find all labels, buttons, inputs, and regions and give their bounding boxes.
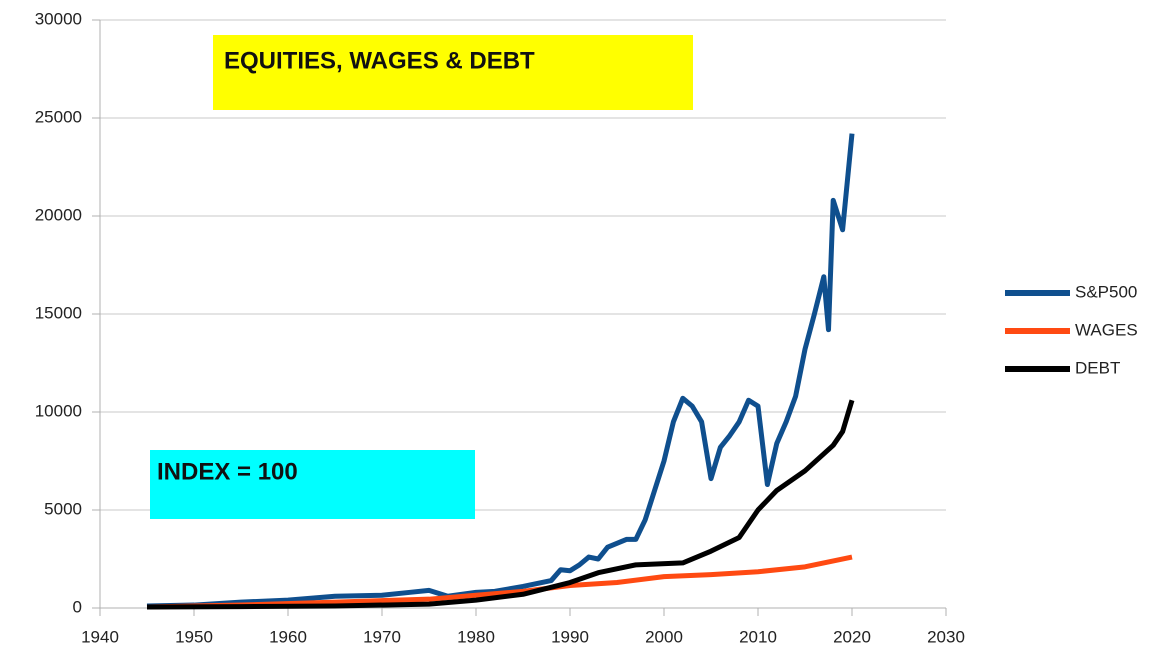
x-tick-label: 1970 [363, 627, 401, 646]
x-tick-label: 2010 [739, 627, 777, 646]
x-tick-label: 1940 [81, 627, 119, 646]
y-tick-label: 10000 [35, 401, 82, 420]
series-line [146, 554, 853, 610]
annotation: INDEX = 100 [157, 458, 298, 485]
x-tick-label: 1960 [269, 627, 307, 646]
x-tick-label: 1990 [551, 627, 589, 646]
y-tick-label: 30000 [35, 9, 82, 28]
x-tick-label: 2020 [833, 627, 871, 646]
y-tick-label: 15000 [35, 303, 82, 322]
x-tick-label: 2000 [645, 627, 683, 646]
x-tick-label: 1950 [175, 627, 213, 646]
title-box [213, 35, 693, 110]
x-tick-label: 1980 [457, 627, 495, 646]
y-tick-label: 20000 [35, 205, 82, 224]
series-line [146, 133, 855, 609]
y-tick-label: 0 [73, 597, 82, 616]
legend-label: S&P500 [1075, 282, 1137, 301]
chart-title: EQUITIES, WAGES & DEBT [224, 47, 535, 74]
y-tick-label: 5000 [44, 499, 82, 518]
legend-label: DEBT [1075, 358, 1120, 377]
x-tick-label: 2030 [927, 627, 965, 646]
legend-label: WAGES [1075, 320, 1138, 339]
annotation-box [150, 450, 475, 519]
y-tick-label: 25000 [35, 107, 82, 126]
series-line [146, 399, 855, 610]
